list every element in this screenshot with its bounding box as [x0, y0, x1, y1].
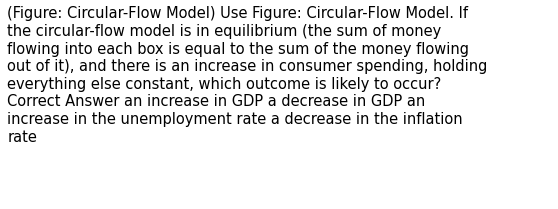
- Text: (Figure: Circular-Flow Model) Use Figure: Circular-Flow Model. If
the circular-f: (Figure: Circular-Flow Model) Use Figure…: [7, 6, 488, 145]
